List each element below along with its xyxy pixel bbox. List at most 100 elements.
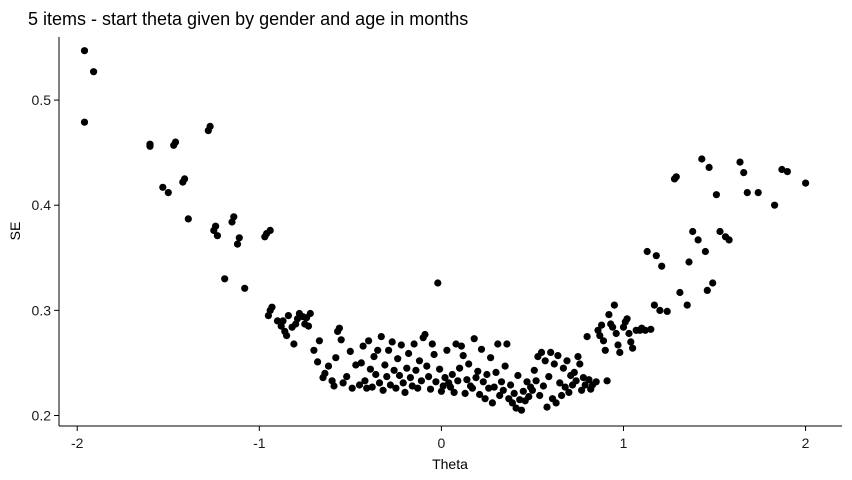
data-point-242 [771, 201, 779, 209]
data-point-91 [408, 382, 416, 390]
data-point-171 [554, 352, 562, 360]
data-point-207 [623, 315, 631, 323]
data-point-130 [479, 378, 487, 386]
data-point-122 [465, 360, 473, 368]
data-point-159 [532, 377, 540, 385]
data-point-226 [685, 258, 693, 266]
data-point-208 [625, 329, 633, 338]
data-point-95 [415, 357, 424, 365]
data-point-109 [441, 374, 449, 382]
data-point-184 [578, 386, 586, 394]
data-point-174 [559, 364, 568, 372]
data-point-223 [672, 173, 680, 181]
x-tick-label: -2 [71, 435, 84, 451]
data-point-164 [541, 357, 549, 365]
data-point-113 [448, 370, 456, 379]
data-point-59 [346, 347, 354, 355]
data-point-188 [585, 376, 593, 384]
data-point-194 [598, 321, 606, 329]
data-point-147 [510, 389, 518, 397]
data-point-154 [523, 378, 531, 386]
y-tick-label: 0.5 [32, 92, 52, 108]
data-point-177 [565, 388, 573, 396]
data-point-56 [337, 336, 345, 344]
data-point-155 [525, 393, 533, 401]
data-point-142 [501, 362, 509, 370]
data-point-228 [694, 236, 702, 244]
data-point-196 [601, 346, 609, 354]
data-point-209 [627, 338, 635, 346]
data-point-22 [241, 284, 249, 292]
data-point-15 [212, 222, 220, 230]
data-point-82 [392, 384, 400, 392]
x-tick-label: 0 [437, 435, 445, 451]
data-point-81 [390, 366, 398, 374]
data-point-28 [268, 303, 276, 311]
data-point-195 [599, 337, 608, 345]
data-point-182 [574, 353, 582, 361]
data-point-93 [412, 366, 420, 374]
data-point-60 [348, 384, 356, 392]
data-point-167 [547, 348, 555, 356]
data-point-245 [802, 179, 810, 187]
data-point-73 [375, 379, 384, 387]
data-point-163 [539, 382, 548, 390]
data-point-241 [754, 189, 762, 197]
data-point-90 [406, 374, 414, 382]
data-point-86 [399, 379, 407, 387]
data-point-145 [507, 381, 515, 389]
data-point-112 [446, 383, 455, 391]
data-point-136 [490, 383, 498, 391]
data-point-151 [517, 406, 526, 414]
data-point-204 [616, 348, 624, 356]
data-point-238 [736, 158, 744, 166]
data-point-80 [388, 338, 396, 346]
data-point-13 [206, 122, 214, 130]
data-point-231 [703, 286, 711, 294]
data-point-230 [701, 247, 710, 256]
data-point-202 [612, 329, 620, 338]
data-point-134 [487, 354, 495, 362]
data-point-50 [324, 362, 333, 370]
data-point-66 [363, 384, 371, 392]
data-point-25 [266, 226, 274, 234]
data-point-105 [434, 279, 442, 287]
data-point-157 [528, 386, 537, 394]
data-point-49 [321, 369, 329, 377]
data-point-114 [450, 388, 458, 396]
data-point-34 [284, 312, 292, 320]
data-point-72 [374, 346, 382, 354]
data-point-197 [603, 377, 611, 385]
x-tick-label: 2 [802, 435, 810, 451]
data-point-229 [698, 155, 706, 163]
data-point-92 [410, 340, 418, 348]
data-point-176 [563, 357, 571, 365]
data-point-129 [477, 345, 486, 353]
data-point-116 [454, 377, 462, 385]
y-tick-label: 0.4 [32, 197, 52, 213]
data-point-74 [377, 333, 385, 341]
data-point-106 [436, 365, 444, 373]
y-tick-label: 0.3 [32, 302, 52, 318]
data-point-101 [426, 385, 435, 393]
data-point-150 [516, 396, 524, 404]
data-point-121 [463, 376, 471, 384]
data-point-180 [570, 368, 578, 376]
data-point-102 [428, 340, 436, 348]
data-point-71 [372, 370, 380, 379]
data-point-6 [164, 189, 172, 197]
data-point-29 [273, 317, 282, 325]
data-point-124 [468, 384, 476, 392]
data-point-221 [663, 307, 671, 315]
data-point-131 [481, 395, 489, 403]
data-point-173 [558, 391, 566, 400]
data-point-58 [343, 373, 351, 381]
data-point-108 [439, 382, 447, 390]
y-axis-title: SE [7, 222, 23, 241]
data-point-87 [401, 388, 409, 396]
data-point-16 [213, 232, 221, 240]
data-point-225 [683, 301, 691, 309]
data-point-77 [383, 373, 391, 381]
